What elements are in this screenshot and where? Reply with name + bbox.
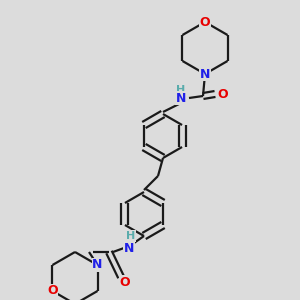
Text: N: N: [92, 259, 103, 272]
Text: N: N: [176, 92, 186, 104]
Text: H: H: [126, 231, 136, 241]
Text: N: N: [200, 68, 210, 80]
Text: H: H: [176, 85, 186, 95]
Text: O: O: [47, 284, 58, 298]
Text: O: O: [218, 88, 228, 100]
Text: N: N: [124, 242, 134, 254]
Text: O: O: [200, 16, 210, 28]
Text: O: O: [120, 275, 130, 289]
